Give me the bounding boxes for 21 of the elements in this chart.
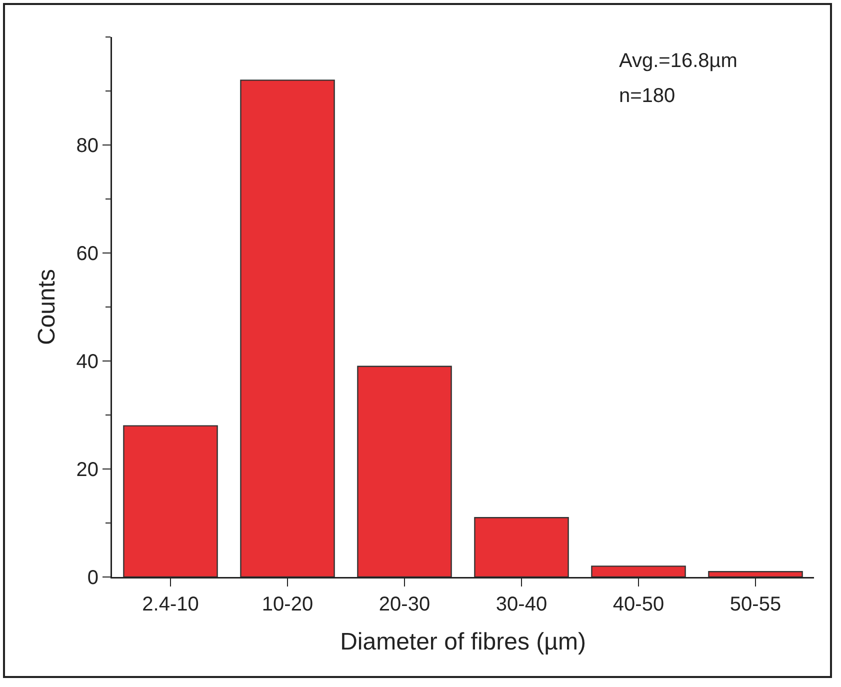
x-tick-label: 50-55 — [730, 594, 782, 616]
y-tick-label: 0 — [87, 567, 98, 589]
bar — [591, 566, 686, 577]
x-axis-title: Diameter of fibres (µm) — [340, 628, 586, 656]
bar — [357, 366, 452, 577]
bar — [708, 571, 803, 577]
x-tick-label: 2.4-10 — [142, 594, 199, 616]
x-tick-label: 30-40 — [496, 594, 548, 616]
bar — [240, 80, 335, 577]
y-tick-label: 60 — [76, 243, 98, 265]
y-tick-label: 40 — [76, 351, 98, 373]
y-tick-label: 80 — [76, 135, 98, 157]
annotation: Avg.=16.8µm — [619, 50, 738, 72]
x-tick-label: 20-30 — [378, 594, 430, 616]
x-tick-label: 10-20 — [262, 594, 314, 616]
y-tick-label: 20 — [76, 459, 98, 481]
bar — [474, 517, 569, 577]
x-tick-label: 40-50 — [612, 594, 664, 616]
annotation: n=180 — [619, 85, 676, 107]
bar — [123, 425, 218, 577]
y-axis-title: Counts — [34, 268, 61, 346]
